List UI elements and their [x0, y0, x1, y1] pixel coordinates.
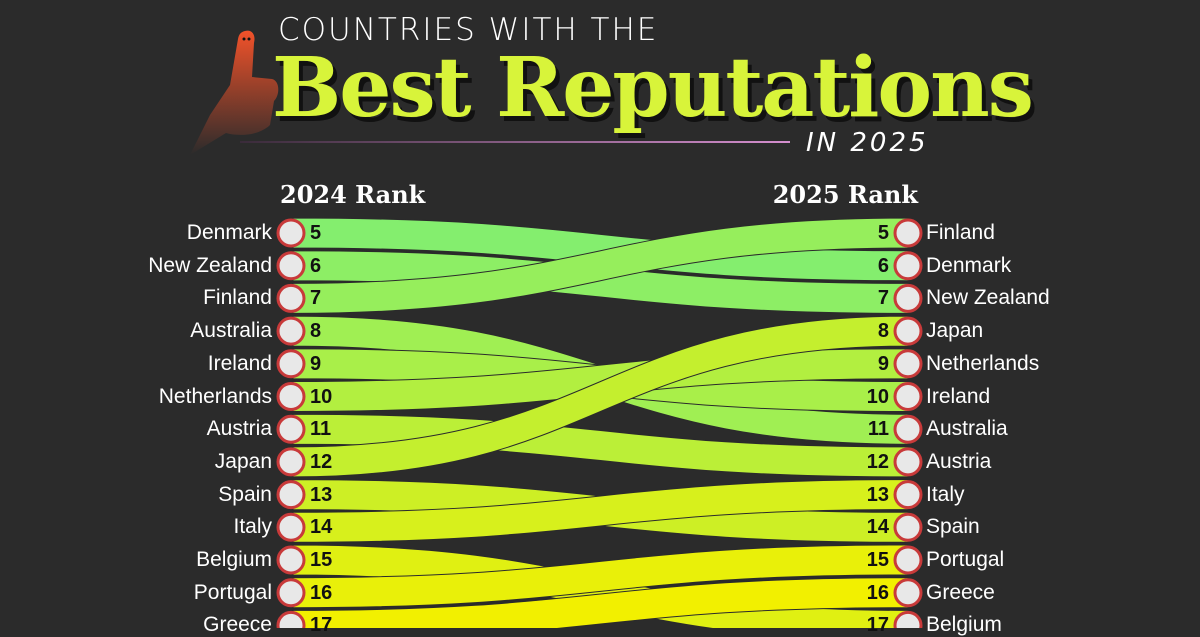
- flag-belgium-icon: [276, 545, 306, 575]
- left-country-label: Ireland: [207, 351, 272, 375]
- left-country-label: Austria: [206, 417, 272, 441]
- flag-spain-icon: [893, 512, 923, 542]
- band-finland: [292, 217, 909, 314]
- right-country-label: Ireland: [926, 384, 991, 408]
- left-country-label: Netherlands: [158, 384, 272, 408]
- right-country-label: Denmark: [926, 253, 1012, 277]
- band-japan: [292, 315, 909, 478]
- right-axis-label: 2025 Rank: [772, 180, 918, 209]
- rank-2025-label: 10: [866, 385, 889, 408]
- flag-italy-icon: [893, 480, 923, 510]
- flag-portugal-icon: [276, 578, 306, 608]
- page-title: Best Reputations: [272, 40, 1034, 136]
- left-country-label: Belgium: [196, 548, 272, 571]
- flag-finland-icon: [276, 283, 306, 313]
- rank-2024-label: 5: [310, 222, 322, 244]
- flag-greece-icon: [893, 578, 923, 608]
- flag-ireland-icon: [276, 349, 306, 379]
- rank-2024-label: 16: [310, 581, 333, 604]
- flag-greece-icon: [276, 610, 306, 628]
- flag-austria-icon: [276, 414, 306, 444]
- rank-2024-label: 6: [310, 254, 322, 277]
- rank-2025-label: 12: [866, 450, 889, 473]
- left-axis-label: 2024 Rank: [280, 180, 426, 209]
- rank-2024-label: 10: [310, 385, 333, 408]
- right-country-label: Italy: [926, 482, 965, 506]
- right-country-label: Australia: [926, 417, 1008, 441]
- right-country-label: Finland: [926, 221, 995, 244]
- band-italy: [292, 479, 909, 543]
- right-country-label: Spain: [926, 515, 980, 539]
- right-country-label: Portugal: [926, 548, 1005, 571]
- right-country-label: Netherlands: [926, 351, 1040, 375]
- right-country-label: Austria: [926, 449, 992, 473]
- rank-2024-label: 14: [310, 516, 333, 539]
- rank-2025-label: 8: [877, 320, 889, 343]
- rank-2024-label: 8: [310, 320, 322, 343]
- flag-ireland-icon: [893, 382, 923, 411]
- rank-2025-label: 5: [877, 222, 889, 244]
- right-country-label: Greece: [926, 580, 995, 604]
- flag-netherlands-icon: [276, 382, 306, 411]
- left-country-label: Italy: [233, 515, 272, 539]
- flag-australia-icon: [893, 414, 923, 444]
- flag-new-zealand-icon: [893, 283, 923, 313]
- left-country-label: Finland: [203, 286, 272, 310]
- rank-2025-label: 16: [866, 581, 889, 604]
- left-country-label: Denmark: [186, 221, 272, 244]
- band-greece: [292, 577, 909, 628]
- left-country-label: Japan: [214, 449, 272, 473]
- thumbs-up-icon: [190, 30, 279, 155]
- flag-new-zealand-icon: [276, 251, 306, 281]
- right-country-label: Japan: [926, 319, 984, 343]
- band-portugal: [292, 544, 909, 609]
- left-country-label: Spain: [218, 482, 272, 506]
- left-country-label: Greece: [203, 613, 272, 637]
- flag-japan-icon: [893, 316, 923, 346]
- flag-japan-icon: [276, 447, 306, 477]
- subtitle-year: IN 2025: [806, 128, 929, 158]
- left-country-label: Australia: [190, 319, 272, 343]
- flag-belgium-icon: [893, 610, 923, 628]
- left-country-label: Portugal: [193, 580, 272, 604]
- flag-portugal-icon: [893, 545, 923, 575]
- kicker-text: COUNTRIES WITH THE: [278, 12, 659, 48]
- right-country-label: New Zealand: [926, 286, 1050, 310]
- divider: [240, 141, 790, 143]
- rank-2025-label: 14: [866, 516, 889, 539]
- rank-2025-label: 9: [877, 352, 889, 375]
- rank-2025-label: 11: [867, 418, 889, 441]
- rank-2024-label: 15: [310, 549, 333, 571]
- flag-italy-icon: [276, 512, 306, 542]
- flag-austria-icon: [893, 447, 923, 477]
- band-denmark: [292, 217, 909, 282]
- flag-spain-icon: [276, 480, 306, 510]
- rank-2025-label: 15: [866, 549, 889, 571]
- rank-2024-label: 9: [310, 352, 322, 375]
- rank-2025-label: 6: [877, 254, 889, 277]
- flag-denmark-icon: [893, 251, 923, 281]
- rank-2025-label: 13: [866, 483, 889, 506]
- flag-denmark-icon: [276, 218, 306, 248]
- rank-2024-label: 17: [310, 614, 333, 637]
- flag-australia-icon: [276, 316, 306, 346]
- left-country-label: New Zealand: [148, 253, 272, 277]
- right-country-label: Belgium: [926, 613, 1002, 637]
- rank-2025-label: 7: [877, 287, 889, 310]
- rank-2025-label: 17: [866, 614, 889, 637]
- rank-2024-label: 12: [310, 450, 333, 473]
- flag-finland-icon: [893, 218, 923, 248]
- rank-2024-label: 7: [310, 287, 322, 310]
- rank-2024-label: 13: [310, 483, 333, 506]
- band-netherlands: [292, 348, 909, 413]
- flag-netherlands-icon: [893, 349, 923, 379]
- rank-2024-label: 11: [310, 418, 332, 441]
